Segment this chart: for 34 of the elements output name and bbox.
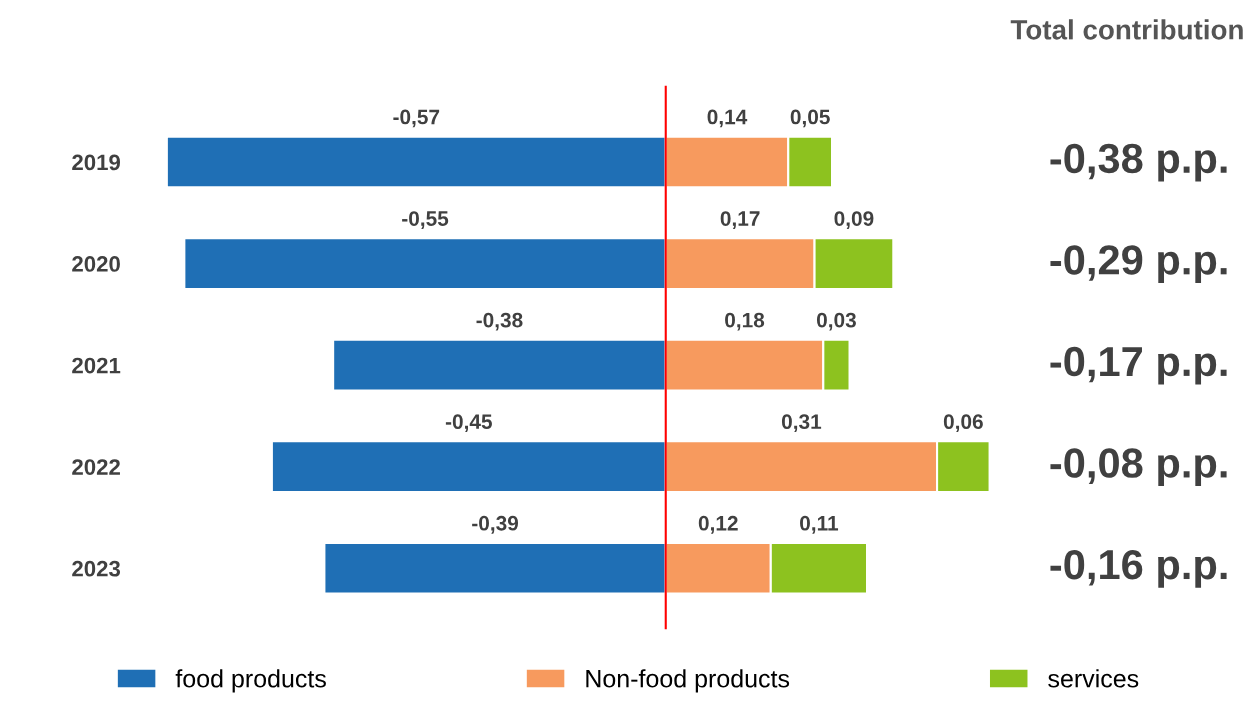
text: -0,16 p.p. [1050, 549, 1227, 588]
data-label: -0,39 [472, 515, 519, 534]
legend-label: Non-food products [586, 669, 790, 693]
text: Total contribution [1010, 19, 1243, 40]
data-label: 0,12 [698, 515, 738, 534]
bar [183, 237, 667, 290]
data-label: 0,18 [725, 312, 765, 331]
legend-label: services [1048, 669, 1139, 688]
data-label: 0,05 [790, 109, 830, 128]
data-label: 0,31 [781, 414, 822, 433]
y-tick-label: 2019 [72, 154, 121, 171]
legend-label: food products [175, 669, 326, 693]
bar [270, 440, 667, 494]
bar [323, 541, 667, 595]
bar [165, 135, 667, 189]
y-tick-label: 2022 [72, 459, 120, 475]
data-label: 0,09 [834, 211, 874, 229]
y-tick-label: 2021 [72, 357, 121, 374]
data-label: 0,11 [800, 515, 839, 534]
data-label: -0,55 [402, 211, 449, 229]
data-label: -0,45 [445, 414, 492, 433]
data-label: 0,14 [707, 109, 748, 128]
text: -0,29 p.p. [1050, 245, 1227, 283]
data-label: 0,17 [720, 211, 760, 229]
data-label: -0,38 [476, 312, 523, 331]
text: -0,17 p.p. [1050, 346, 1227, 385]
bar [332, 338, 667, 392]
text: -0,38 p.p. [1050, 143, 1227, 182]
data-label: 0,06 [943, 414, 983, 433]
text: -0,08 p.p. [1050, 448, 1227, 487]
y-tick-label: 2020 [72, 256, 120, 272]
data-label: 0,03 [816, 312, 856, 331]
data-label: -0,57 [393, 109, 440, 128]
y-tick-label: 2023 [72, 560, 121, 577]
